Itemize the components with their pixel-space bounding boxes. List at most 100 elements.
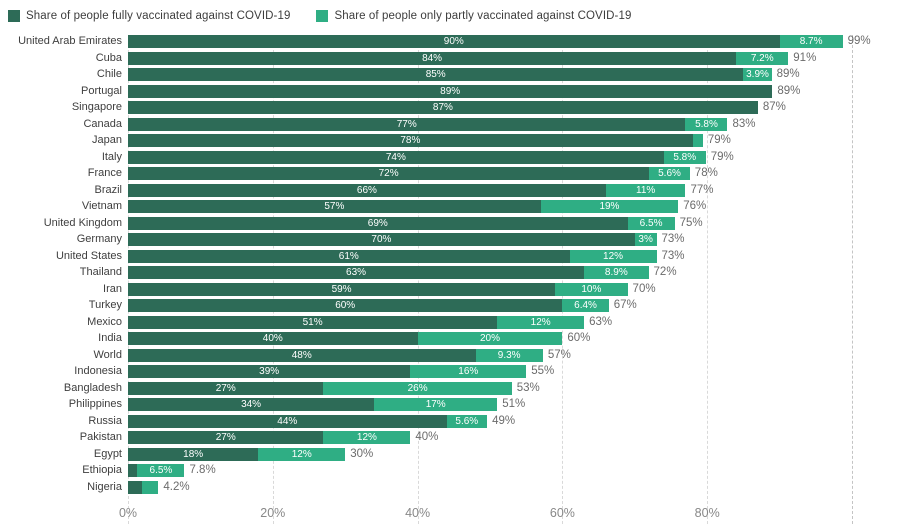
country-label[interactable]: Italy	[101, 150, 122, 163]
partly-bar-segment[interactable]: 12%	[569, 249, 657, 263]
partly-bar-segment[interactable]: 19%	[540, 200, 679, 213]
partly-bar-segment[interactable]: 20%	[417, 332, 563, 345]
partly-bar-segment[interactable]: 16%	[410, 365, 527, 378]
partly-bar-segment[interactable]: 5.6%	[446, 414, 488, 428]
country-label[interactable]: Iran	[103, 282, 122, 295]
total-value-label: 70%	[632, 282, 656, 295]
country-label[interactable]: Portugal	[81, 84, 122, 97]
fully-bar-segment[interactable]	[128, 464, 138, 477]
country-label[interactable]: Vietnam	[81, 200, 122, 212]
total-value-label: 89%	[777, 84, 801, 97]
bar-row: Pakistan 27% 12% 40%	[0, 431, 900, 444]
country-label[interactable]: France	[87, 167, 122, 179]
fully-bar-segment[interactable]: 77%	[128, 117, 686, 131]
country-label[interactable]: Brazil	[94, 183, 122, 196]
country-label[interactable]: Canada	[83, 117, 122, 130]
fully-bar-segment[interactable]: 34%	[128, 398, 375, 411]
fully-bar-segment[interactable]: 60%	[128, 299, 563, 312]
bar-track: 48% 9.3% 57%	[128, 348, 571, 362]
fully-bar-segment[interactable]: 85%	[128, 68, 744, 81]
partly-bar-segment[interactable]: 8.7%	[779, 35, 843, 48]
total-value-label: 73%	[661, 249, 685, 262]
country-label[interactable]: Philippines	[68, 398, 122, 410]
country-label[interactable]: United States	[55, 249, 122, 262]
fully-bar-segment[interactable]: 39%	[128, 365, 411, 378]
partly-bar-segment[interactable]: 12%	[497, 315, 585, 329]
fully-bar-segment[interactable]: 44%	[128, 414, 447, 428]
country-label[interactable]: United Kingdom	[43, 216, 122, 229]
fully-bar-segment[interactable]: 63%	[128, 266, 585, 279]
country-label[interactable]: Bangladesh	[63, 381, 122, 394]
country-label[interactable]: Singapore	[71, 101, 122, 113]
fully-bar-segment[interactable]: 18%	[128, 447, 259, 461]
country-label[interactable]: Thailand	[79, 266, 122, 278]
bar-row: Japan 78% 79%	[0, 134, 900, 147]
country-label[interactable]: Turkey	[88, 299, 122, 311]
partly-bar-segment[interactable]	[142, 480, 159, 494]
country-label[interactable]: Ethiopia	[82, 464, 122, 476]
partly-bar-segment[interactable]: 5.8%	[685, 117, 728, 131]
country-label[interactable]: Egypt	[93, 447, 122, 460]
partly-value-label: 3%	[638, 234, 653, 245]
partly-bar-segment[interactable]: 7.2%	[736, 51, 789, 65]
partly-bar-segment[interactable]: 6.5%	[627, 216, 675, 230]
partly-bar-segment[interactable]: 5.8%	[663, 150, 706, 164]
legend-item-fully[interactable]: Share of people fully vaccinated against…	[8, 10, 290, 22]
partly-bar-segment[interactable]: 6.5%	[137, 464, 185, 477]
fully-bar-segment[interactable]: 89%	[128, 84, 773, 98]
fully-bar-segment[interactable]: 72%	[128, 167, 650, 180]
partly-bar-segment[interactable]: 3.9%	[743, 68, 772, 81]
fully-bar-segment[interactable]: 61%	[128, 249, 570, 263]
country-label[interactable]: Nigeria	[87, 480, 122, 493]
fully-bar-segment[interactable]: 70%	[128, 233, 635, 246]
fully-bar-segment[interactable]: 90%	[128, 35, 780, 48]
legend-item-partly[interactable]: Share of people only partly vaccinated a…	[316, 10, 631, 22]
fully-bar-segment[interactable]: 59%	[128, 282, 556, 296]
fully-bar-segment[interactable]: 78%	[128, 134, 693, 147]
country-label[interactable]: Chile	[96, 68, 122, 80]
total-value-label: 7.8%	[189, 464, 216, 476]
country-label[interactable]: Russia	[88, 414, 122, 427]
partly-bar-segment[interactable]: 26%	[323, 381, 512, 395]
country-label[interactable]: United Arab Emirates	[18, 35, 122, 47]
partly-bar-segment[interactable]: 17%	[374, 398, 498, 411]
fully-bar-segment[interactable]: 40%	[128, 332, 418, 345]
country-label[interactable]: Germany	[76, 233, 122, 245]
partly-bar-segment[interactable]: 10%	[555, 282, 628, 296]
bar-row: Singapore 87% 87%	[0, 101, 900, 114]
fully-bar-segment[interactable]: 27%	[128, 381, 324, 395]
partly-bar-segment[interactable]: 5.6%	[649, 167, 690, 180]
partly-bar-segment[interactable]	[692, 134, 703, 147]
total-value-label: 53%	[516, 381, 540, 394]
partly-bar-segment[interactable]: 12%	[258, 447, 346, 461]
partly-bar-segment[interactable]: 12%	[323, 431, 411, 444]
fully-bar-segment[interactable]: 87%	[128, 101, 758, 114]
country-label[interactable]: Mexico	[87, 315, 122, 328]
partly-bar-segment[interactable]: 3%	[634, 233, 657, 246]
fully-bar-segment[interactable]: 69%	[128, 216, 628, 230]
country-label[interactable]: Cuba	[95, 51, 122, 64]
partly-bar-segment[interactable]: 9.3%	[475, 348, 543, 362]
country-label[interactable]: Indonesia	[74, 365, 122, 377]
partly-value-label: 19%	[599, 201, 620, 212]
fully-bar-segment[interactable]: 51%	[128, 315, 498, 329]
plot-area: United Arab Emirates 90% 8.7% 99% Cuba 8…	[0, 35, 900, 524]
fully-bar-segment[interactable]: 48%	[128, 348, 476, 362]
bar-track: 72% 5.6% 78%	[128, 167, 718, 180]
country-label[interactable]: India	[98, 332, 122, 344]
partly-value-label: 20%	[479, 333, 500, 344]
fully-bar-segment[interactable]: 57%	[128, 200, 541, 213]
fully-bar-segment[interactable]: 27%	[128, 431, 324, 444]
fully-bar-segment[interactable]: 74%	[128, 150, 664, 164]
country-label[interactable]: Japan	[92, 134, 122, 146]
fully-bar-segment[interactable]: 84%	[128, 51, 737, 65]
partly-bar-segment[interactable]: 6.4%	[562, 299, 609, 312]
country-label[interactable]: World	[93, 348, 122, 361]
partly-bar-segment[interactable]: 8.9%	[584, 266, 649, 279]
country-label[interactable]: Pakistan	[79, 431, 122, 443]
fully-bar-segment[interactable]: 66%	[128, 183, 606, 197]
partly-bar-segment[interactable]: 11%	[605, 183, 686, 197]
fully-bar-segment[interactable]	[128, 480, 143, 494]
bar-row: Indonesia 39% 16% 55%	[0, 365, 900, 378]
total-value-label: 72%	[653, 266, 677, 278]
